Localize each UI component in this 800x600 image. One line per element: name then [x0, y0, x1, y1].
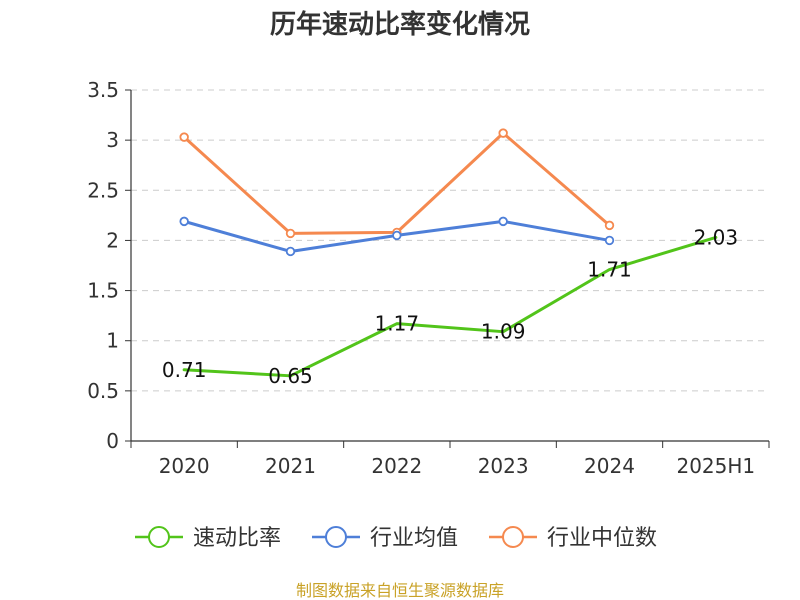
- y-tick-label: 3.5: [87, 78, 119, 102]
- legend-marker-icon: [148, 526, 170, 548]
- legend-label: 行业均值: [370, 526, 458, 551]
- data-point[interactable]: [498, 128, 508, 138]
- y-tick-label: 1: [106, 329, 119, 353]
- data-label: 1.71: [587, 258, 632, 282]
- data-point[interactable]: [604, 220, 615, 231]
- data-point[interactable]: [179, 132, 189, 142]
- data-label: 2.03: [694, 225, 739, 249]
- series-line[interactable]: [182, 235, 718, 378]
- y-tick-label: 1.5: [87, 279, 119, 303]
- data-label: 1.09: [481, 320, 526, 344]
- x-tick-label: 2020: [159, 454, 210, 478]
- data-point[interactable]: [285, 228, 296, 239]
- x-tick-label: 2021: [265, 454, 316, 478]
- series-group: [179, 128, 718, 378]
- legend-item[interactable]: 行业中位数: [489, 526, 657, 551]
- legend-label: 速动比率: [193, 526, 281, 551]
- data-labels: 0.71 0.65 1.17 1.09 1.71 2.03: [162, 225, 738, 387]
- y-tick-label: 2.5: [87, 178, 119, 202]
- chart-title: 历年速动比率变化情况: [270, 9, 530, 40]
- y-tick-label: 2: [106, 228, 119, 252]
- data-point[interactable]: [179, 216, 189, 227]
- data-point[interactable]: [392, 230, 402, 241]
- axes: 0 0.5 1 1.5 2 2.5 3 3.5 2020 2021 2022 2023 2024 2025…: [87, 78, 770, 478]
- data-label: 0.65: [268, 364, 313, 388]
- legend-marker-icon: [325, 526, 347, 548]
- source-note: 制图数据来自恒生聚源数据库: [296, 581, 504, 600]
- x-tick-label: 2022: [371, 454, 422, 478]
- x-tick-label: 2023: [478, 454, 529, 478]
- legend[interactable]: 速动比率 行业均值 行业中位数: [135, 526, 657, 551]
- x-tick-label: 2025H1: [676, 454, 755, 478]
- data-label: 1.17: [375, 312, 420, 336]
- y-tick-label: 0: [106, 429, 119, 453]
- x-tick-label: 2024: [584, 454, 635, 478]
- data-point[interactable]: [604, 235, 615, 246]
- y-tick-label: 3: [106, 128, 119, 152]
- data-point[interactable]: [498, 216, 508, 227]
- legend-marker-icon: [502, 526, 524, 548]
- y-tick-label: 0.5: [87, 379, 119, 403]
- grid-lines: [131, 89, 769, 392]
- series-line[interactable]: [182, 131, 611, 235]
- legend-label: 行业中位数: [547, 526, 657, 551]
- legend-item[interactable]: 行业均值: [312, 526, 458, 551]
- legend-item[interactable]: 速动比率: [135, 526, 281, 551]
- data-point[interactable]: [285, 246, 296, 257]
- data-label: 0.71: [162, 358, 207, 382]
